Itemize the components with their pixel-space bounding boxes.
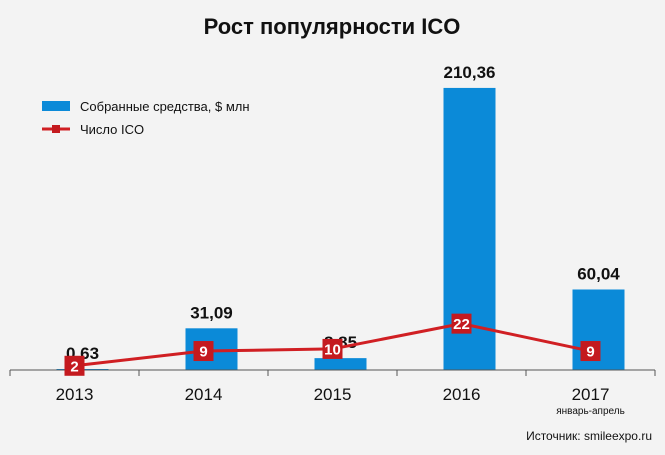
line-point-label-2013: 2 <box>70 358 78 375</box>
bar-value-label-2014: 31,09 <box>190 303 233 322</box>
line-series-layer: 2 9 10 22 9 <box>64 313 601 376</box>
bar-2015 <box>314 358 367 370</box>
x-axis: 2013 2014 2015 2016 2017 январь-апрель <box>9 369 656 417</box>
line-point-label-2017: 9 <box>586 344 594 361</box>
legend-label-line: Число ICO <box>80 122 144 137</box>
line-point-2013 <box>64 355 85 376</box>
line-point-label-2014: 9 <box>199 344 207 361</box>
bar-value-label-2016: 210,36 <box>444 63 496 82</box>
source-note: Источник: smileexpo.ru <box>526 429 652 443</box>
line-point-label-2015: 10 <box>324 341 341 358</box>
line-point-2014 <box>193 341 214 362</box>
line-point-2015 <box>322 338 343 359</box>
bar-value-label-2017: 60,04 <box>577 264 620 283</box>
line-point-2016 <box>451 313 472 334</box>
x-tick-sublabel-2017: январь-апрель <box>556 406 625 417</box>
legend-swatch-bar <box>42 101 70 111</box>
x-tick-label-2013: 2013 <box>56 385 94 404</box>
line-point-2017 <box>580 341 601 362</box>
x-tick-label-2014: 2014 <box>185 385 223 404</box>
chart-title: Рост популярности ICO <box>204 14 461 39</box>
x-tick-label-2015: 2015 <box>314 385 352 404</box>
legend: Собранные средства, $ млн Число ICO <box>42 99 250 137</box>
x-tick-label-2016: 2016 <box>443 385 481 404</box>
x-tick-label-2017: 2017 <box>572 385 610 404</box>
line-point-label-2016: 22 <box>453 316 470 333</box>
legend-swatch-marker <box>52 125 60 133</box>
legend-label-bar: Собранные средства, $ млн <box>80 99 250 114</box>
